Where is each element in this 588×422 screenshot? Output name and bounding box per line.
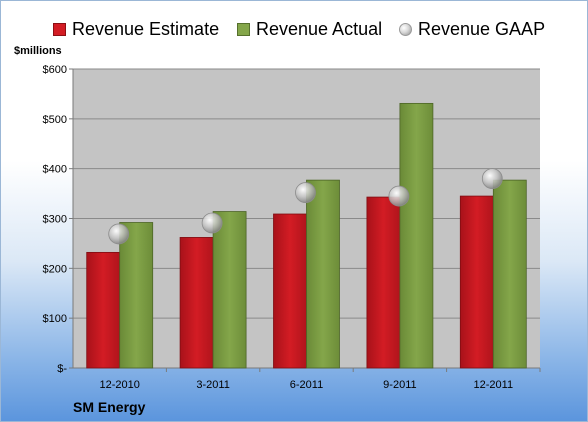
y-tick-label: $400: [43, 164, 67, 176]
x-tick-label: 12-2011: [474, 379, 514, 391]
bar-revenue-actual: [119, 222, 154, 369]
y-tick-label: $300: [43, 214, 67, 226]
x-tick-label: 9-2011: [383, 379, 416, 391]
x-tick-label: 12-2010: [100, 379, 140, 391]
bar-revenue-estimate: [86, 251, 121, 369]
y-tick-label: $200: [43, 263, 67, 275]
y-tick-label: $500: [43, 114, 67, 126]
legend-swatch-estimate: [53, 22, 66, 36]
legend-item-estimate: Revenue Estimate: [53, 17, 219, 41]
y-tick-label: $-: [57, 363, 67, 375]
point-revenue-gaap: [295, 182, 316, 203]
company-name: SM Energy: [73, 399, 146, 415]
legend-item-actual: Revenue Actual: [237, 17, 382, 41]
legend-label-actual: Revenue Actual: [256, 18, 383, 39]
legend-swatch-gaap: [399, 22, 412, 36]
point-revenue-gaap: [388, 185, 410, 207]
bar-revenue-actual: [492, 179, 527, 369]
y-tick-label: $100: [43, 313, 67, 325]
y-axis-unit-label: $millions: [14, 45, 62, 57]
x-tick-label: 6-2011: [290, 379, 323, 391]
legend-label-estimate: Revenue Estimate: [72, 18, 220, 39]
bar-revenue-estimate: [459, 195, 494, 369]
legend-label-gaap: Revenue GAAP: [418, 18, 546, 39]
bar-revenue-actual: [399, 102, 434, 369]
legend-item-gaap: Revenue GAAP: [399, 17, 545, 41]
x-tick-label: 3-2011: [196, 379, 229, 391]
point-revenue-gaap: [108, 223, 130, 245]
bar-revenue-actual: [212, 211, 247, 369]
y-tick-label: $600: [43, 64, 67, 76]
bar-revenue-estimate: [273, 213, 307, 369]
bar-revenue-actual: [306, 179, 340, 369]
point-revenue-gaap: [481, 168, 503, 190]
point-revenue-gaap: [201, 212, 223, 234]
legend-swatch-actual: [237, 22, 250, 36]
legend: Revenue Estimate Revenue Actual Revenue …: [1, 17, 588, 41]
bar-revenue-estimate: [366, 196, 401, 369]
bar-revenue-estimate: [179, 237, 214, 369]
